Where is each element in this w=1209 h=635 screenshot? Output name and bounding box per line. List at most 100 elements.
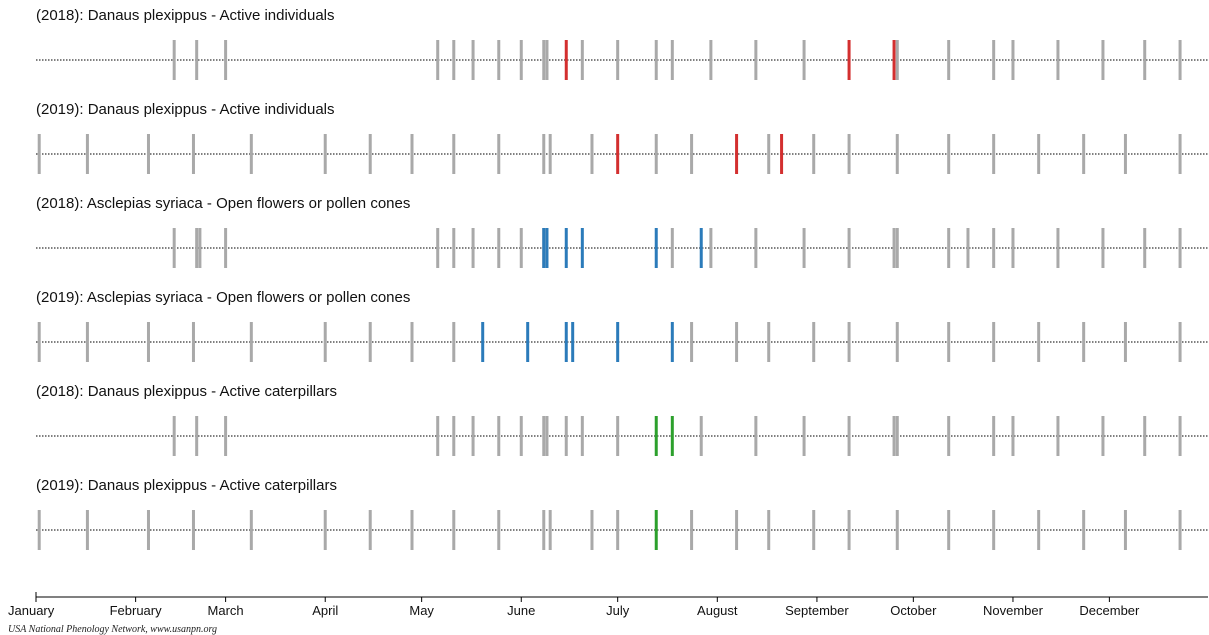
observation-yes-mark xyxy=(780,134,784,174)
observation-no-mark xyxy=(1082,510,1086,550)
observation-no-mark xyxy=(37,322,41,362)
observation-no-mark xyxy=(654,134,658,174)
x-axis: January February March April May June July Augu… xyxy=(8,592,1208,618)
observation-no-mark xyxy=(368,322,372,362)
observation-no-mark xyxy=(767,134,771,174)
series-row: (2018): Danaus plexippus - Active indivi… xyxy=(36,7,1208,80)
observation-no-mark xyxy=(37,510,41,550)
observation-no-mark xyxy=(545,40,549,80)
observation-no-mark xyxy=(654,40,658,80)
observation-no-mark xyxy=(191,134,195,174)
observation-yes-mark xyxy=(654,416,658,456)
observation-yes-mark xyxy=(564,40,568,80)
observation-no-mark xyxy=(249,510,253,550)
observation-no-mark xyxy=(580,416,584,456)
observation-no-mark xyxy=(146,510,150,550)
observation-no-mark xyxy=(368,510,372,550)
observation-no-mark xyxy=(847,510,851,550)
observation-no-mark xyxy=(452,510,456,550)
observation-no-mark xyxy=(1123,510,1127,550)
observation-no-mark xyxy=(368,134,372,174)
observation-no-mark xyxy=(471,228,475,268)
observation-no-mark xyxy=(992,228,996,268)
observation-no-mark xyxy=(1123,322,1127,362)
observation-no-mark xyxy=(1123,134,1127,174)
observation-no-mark xyxy=(699,416,703,456)
observation-no-mark xyxy=(895,510,899,550)
observation-no-mark xyxy=(1101,40,1105,80)
observation-no-mark xyxy=(709,40,713,80)
series-title: (2019): Danaus plexippus - Active indivi… xyxy=(36,101,335,118)
x-tick-label: April xyxy=(312,603,338,618)
observation-no-mark xyxy=(812,510,816,550)
x-tick-label: December xyxy=(1079,603,1140,618)
observation-no-mark xyxy=(497,416,501,456)
observation-no-mark xyxy=(1056,40,1060,80)
observation-no-mark xyxy=(992,40,996,80)
observation-no-mark xyxy=(1178,40,1182,80)
observation-no-mark xyxy=(847,322,851,362)
observation-no-mark xyxy=(436,416,440,456)
observation-no-mark xyxy=(545,416,549,456)
observation-no-mark xyxy=(754,228,758,268)
observation-yes-mark xyxy=(735,134,739,174)
observation-no-mark xyxy=(735,510,739,550)
observation-no-mark xyxy=(895,228,899,268)
observation-yes-mark xyxy=(699,228,703,268)
observation-no-mark xyxy=(947,40,951,80)
observation-no-mark xyxy=(690,134,694,174)
observation-yes-mark xyxy=(481,322,485,362)
observation-no-mark xyxy=(37,134,41,174)
observation-no-mark xyxy=(947,228,951,268)
observation-no-mark xyxy=(548,510,552,550)
observation-no-mark xyxy=(452,228,456,268)
observation-no-mark xyxy=(895,322,899,362)
observation-no-mark xyxy=(497,40,501,80)
observation-no-mark xyxy=(767,510,771,550)
observation-no-mark xyxy=(616,510,620,550)
observation-no-mark xyxy=(410,134,414,174)
observation-no-mark xyxy=(754,416,758,456)
observation-no-mark xyxy=(1143,416,1147,456)
observation-no-mark xyxy=(564,416,568,456)
observation-no-mark xyxy=(892,416,896,456)
observation-no-mark xyxy=(1101,228,1105,268)
observation-no-mark xyxy=(323,322,327,362)
observation-no-mark xyxy=(812,134,816,174)
observation-yes-mark xyxy=(670,322,674,362)
observation-no-mark xyxy=(1143,40,1147,80)
observation-no-mark xyxy=(812,322,816,362)
observation-no-mark xyxy=(1178,416,1182,456)
observation-no-mark xyxy=(947,510,951,550)
observation-no-mark xyxy=(436,40,440,80)
observation-no-mark xyxy=(224,228,228,268)
observation-no-mark xyxy=(471,416,475,456)
observation-no-mark xyxy=(1011,228,1015,268)
observation-no-mark xyxy=(323,510,327,550)
observation-no-mark xyxy=(709,228,713,268)
observation-no-mark xyxy=(802,40,806,80)
observation-yes-mark xyxy=(564,228,568,268)
observation-no-mark xyxy=(1082,322,1086,362)
x-tick-label: July xyxy=(606,603,630,618)
x-tick-label: October xyxy=(890,603,937,618)
observation-no-mark xyxy=(471,40,475,80)
observation-no-mark xyxy=(670,228,674,268)
observation-no-mark xyxy=(847,228,851,268)
observation-yes-mark xyxy=(670,416,674,456)
series-row: (2019): Danaus plexippus - Active caterp… xyxy=(36,477,1208,550)
observation-no-mark xyxy=(992,416,996,456)
observation-no-mark xyxy=(1037,322,1041,362)
x-tick-label: November xyxy=(983,603,1044,618)
observation-no-mark xyxy=(992,134,996,174)
series-row: (2018): Asclepias syriaca - Open flowers… xyxy=(36,195,1208,268)
observation-no-mark xyxy=(1101,416,1105,456)
observation-no-mark xyxy=(895,40,899,80)
observation-no-mark xyxy=(1178,134,1182,174)
observation-no-mark xyxy=(1082,134,1086,174)
observation-no-mark xyxy=(452,322,456,362)
observation-no-mark xyxy=(1037,134,1041,174)
observation-no-mark xyxy=(497,510,501,550)
observation-no-mark xyxy=(410,510,414,550)
